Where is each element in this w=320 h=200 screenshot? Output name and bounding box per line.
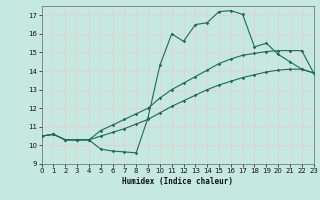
X-axis label: Humidex (Indice chaleur): Humidex (Indice chaleur) [122,177,233,186]
